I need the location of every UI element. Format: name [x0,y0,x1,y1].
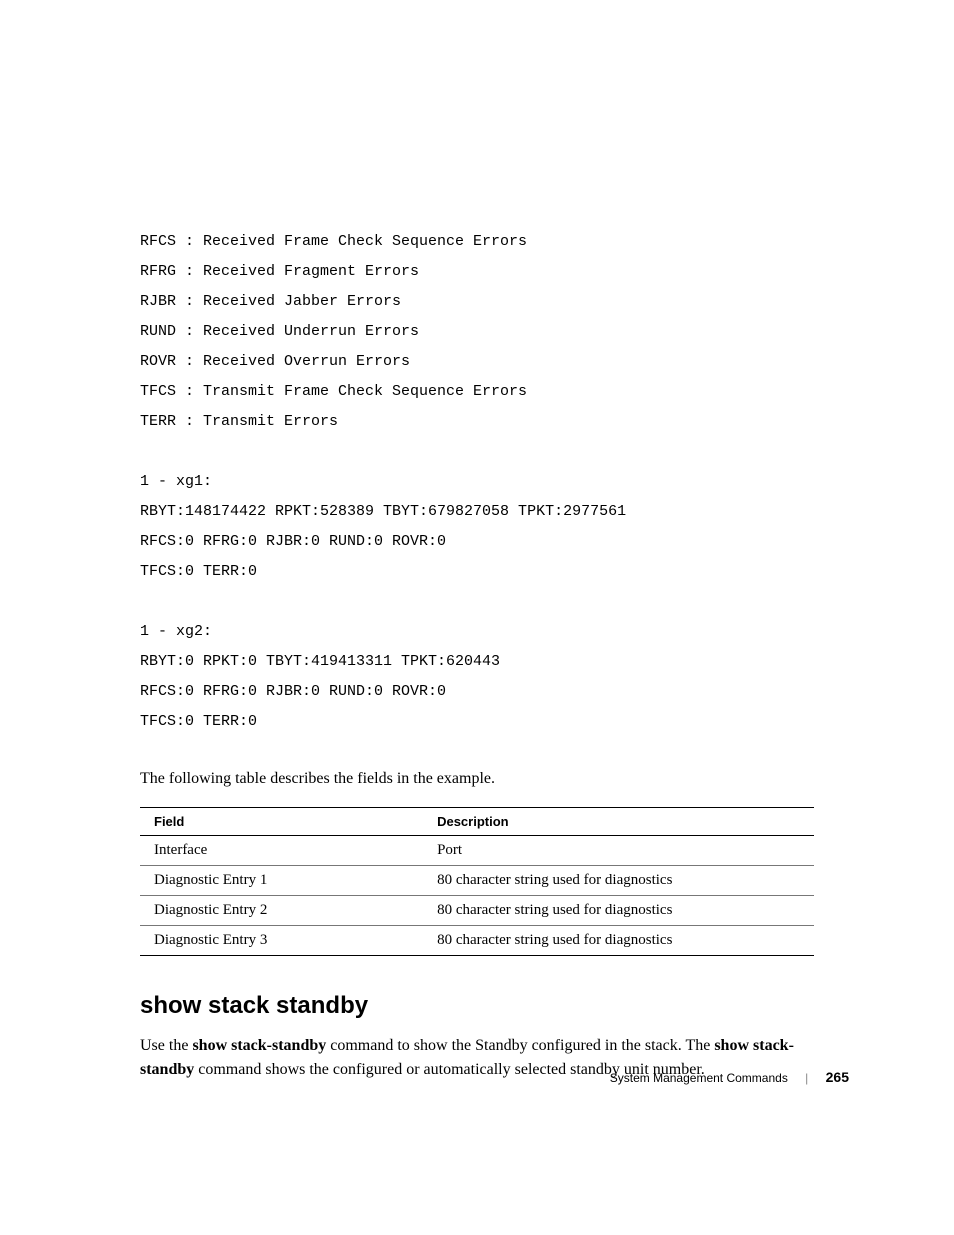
legend-line: TERR : Transmit Errors [140,413,338,430]
cell-desc: 80 character string used for diagnostics [423,896,814,926]
port1-stats: RBYT:148174422 RPKT:528389 TBYT:67982705… [140,503,626,520]
cell-desc: 80 character string used for diagnostics [423,866,814,896]
table-row: Diagnostic Entry 3 80 character string u… [140,926,814,956]
table-header-desc: Description [423,808,814,836]
legend-line: RFRG : Received Fragment Errors [140,263,419,280]
footer-section: System Management Commands [610,1071,788,1085]
port1-header: 1 - xg1: [140,473,212,490]
cell-field: Diagnostic Entry 1 [140,866,423,896]
port2-header: 1 - xg2: [140,623,212,640]
cell-field: Interface [140,836,423,866]
cell-desc: Port [423,836,814,866]
port2-stats: TFCS:0 TERR:0 [140,713,257,730]
cell-field: Diagnostic Entry 3 [140,926,423,956]
cell-field: Diagnostic Entry 2 [140,896,423,926]
footer-divider: | [805,1071,808,1085]
table-row: Interface Port [140,836,814,866]
port1-stats: RFCS:0 RFRG:0 RJBR:0 RUND:0 ROVR:0 [140,533,446,550]
cell-desc: 80 character string used for diagnostics [423,926,814,956]
command-name: show stack-standby [192,1037,326,1054]
legend-line: RJBR : Received Jabber Errors [140,293,401,310]
table-header-field: Field [140,808,423,836]
table-row: Diagnostic Entry 2 80 character string u… [140,896,814,926]
port2-stats: RBYT:0 RPKT:0 TBYT:419413311 TPKT:620443 [140,653,500,670]
page-footer: System Management Commands | 265 [610,1069,849,1085]
footer-page-number: 265 [826,1069,849,1085]
legend-block: RFCS : Received Frame Check Sequence Err… [140,227,814,737]
legend-line: ROVR : Received Overrun Errors [140,353,410,370]
table-row: Diagnostic Entry 1 80 character string u… [140,866,814,896]
legend-line: TFCS : Transmit Frame Check Sequence Err… [140,383,527,400]
legend-line: RUND : Received Underrun Errors [140,323,419,340]
port2-stats: RFCS:0 RFRG:0 RJBR:0 RUND:0 ROVR:0 [140,683,446,700]
section-heading: show stack standby [140,992,814,1020]
fields-table: Field Description Interface Port Diagnos… [140,807,814,956]
legend-line: RFCS : Received Frame Check Sequence Err… [140,233,527,250]
table-intro: The following table describes the fields… [140,767,814,791]
port1-stats: TFCS:0 TERR:0 [140,563,257,580]
